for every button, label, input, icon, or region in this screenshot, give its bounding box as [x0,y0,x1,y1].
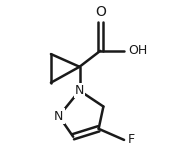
Text: N: N [54,110,64,123]
Text: F: F [128,133,135,146]
Text: OH: OH [128,44,147,57]
Text: O: O [95,5,106,19]
Text: N: N [75,84,84,97]
